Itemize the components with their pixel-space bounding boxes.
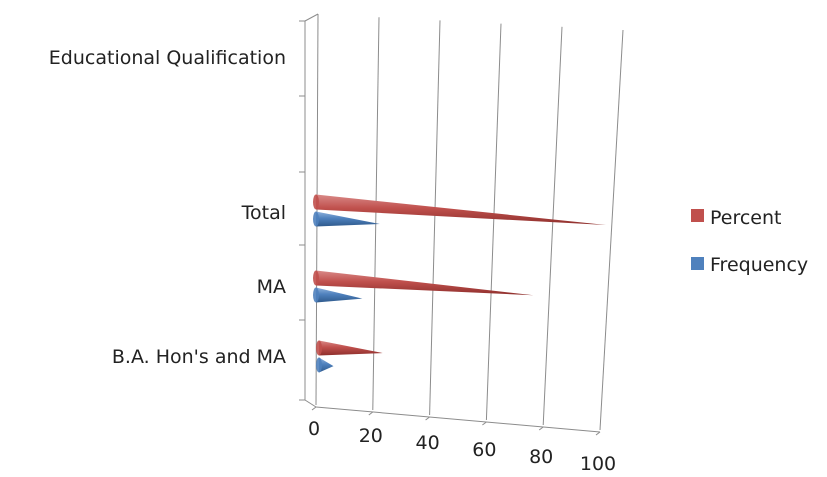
cone-base-frequency-2 (313, 287, 319, 303)
tick-label: 60 (472, 439, 496, 461)
gridline-60 (485, 23, 502, 421)
tick-labels: 0 20 40 60 80 100 (308, 418, 616, 475)
tick-label: 40 (416, 432, 440, 454)
cone-frequency-3 (319, 357, 334, 373)
cone-base-frequency-3 (316, 357, 322, 373)
cone-percent-2 (316, 270, 534, 296)
floor-tick-60 (482, 421, 487, 426)
cone-frequency-1 (316, 211, 380, 227)
tick-label: 80 (529, 446, 553, 468)
value-axis (299, 13, 601, 433)
cone-base-percent-2 (313, 270, 319, 286)
gridline-80 (542, 26, 563, 426)
floor-tick-20 (368, 411, 374, 416)
tick-label: 0 (308, 418, 320, 440)
floor-front-edge (315, 406, 601, 433)
legend-swatch-percent (691, 209, 704, 222)
legend-swatch-frequency (691, 257, 704, 270)
grid-lines (311, 13, 624, 436)
cone-percent-3 (319, 340, 383, 356)
cone-frequency-2 (316, 287, 363, 303)
category-label: B.A. Hon's and MA (112, 346, 286, 368)
cone-percent-1 (316, 194, 606, 225)
cone-base-percent-3 (316, 340, 322, 356)
legend: Percent Frequency (691, 207, 808, 276)
legend-label-frequency: Frequency (710, 254, 808, 276)
category-label: Educational Qualification (49, 47, 286, 69)
floor-tick-100 (595, 431, 601, 436)
gridline-40 (429, 20, 441, 416)
category-axis-top (304, 13, 319, 22)
gridline-100 (599, 29, 624, 431)
category-label: MA (257, 276, 286, 298)
legend-label-percent: Percent (710, 207, 782, 229)
floor-tick-80 (538, 426, 544, 431)
floor-tick-40 (425, 416, 430, 421)
cone-base-frequency-1 (313, 211, 319, 227)
floor-tick-0 (311, 406, 317, 411)
category-labels: Educational Qualification Total MA B.A. Hon… (49, 47, 286, 368)
data-cones (313, 194, 606, 373)
tick-label: 100 (580, 453, 616, 475)
tick-label: 20 (359, 425, 383, 447)
cone-base-percent-1 (313, 194, 319, 210)
gridline-20 (372, 17, 380, 411)
category-label: Total (241, 202, 286, 224)
category-axis-bottom (304, 399, 317, 408)
